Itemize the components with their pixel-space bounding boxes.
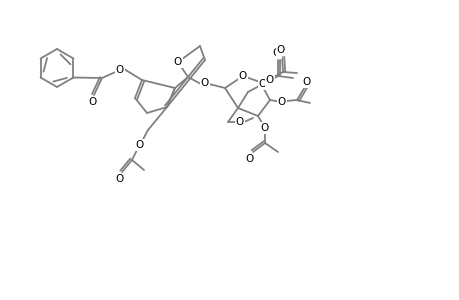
Text: O: O — [272, 48, 280, 58]
Text: O: O — [89, 97, 97, 107]
Text: O: O — [258, 79, 267, 89]
Text: O: O — [235, 117, 244, 127]
Text: O: O — [116, 174, 124, 184]
Text: O: O — [260, 123, 269, 133]
Text: O: O — [201, 78, 209, 88]
Text: O: O — [174, 57, 182, 67]
Text: O: O — [302, 77, 310, 87]
Text: O: O — [246, 154, 253, 164]
Text: O: O — [116, 65, 124, 75]
Text: O: O — [276, 45, 285, 55]
Text: O: O — [238, 71, 246, 81]
Text: O: O — [277, 97, 285, 107]
Text: O: O — [265, 75, 274, 85]
Text: O: O — [135, 140, 144, 150]
